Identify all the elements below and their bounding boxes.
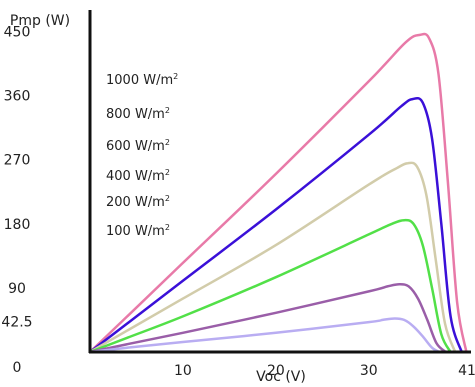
legend-label: 800 W/m (106, 107, 165, 122)
y-tick-label: 90 (8, 281, 26, 297)
y-tick-label: 270 (4, 153, 31, 169)
x-tick-label: 10 (174, 363, 192, 379)
legend-unit-superscript: 2 (165, 223, 170, 232)
x-tick-label: 41 (458, 363, 475, 379)
y-tick-label: 360 (4, 89, 31, 105)
series-line-5 (89, 317, 441, 354)
legend-entry: 100 W/m2 (106, 223, 170, 239)
legend-entry: 1000 W/m2 (106, 72, 178, 88)
series-line-1 (89, 96, 463, 353)
series-line-0 (89, 32, 468, 353)
legend-unit-superscript: 2 (165, 168, 170, 177)
x-tick-label: 30 (360, 363, 378, 379)
y-tick-label: 0 (13, 360, 22, 376)
x-axis-label: Voc (V) (256, 369, 306, 385)
curves-layer (89, 32, 468, 354)
x-tick-labels: 10 20 30 41 (174, 363, 475, 379)
series-line-2 (89, 161, 457, 354)
legend-entry: 600 W/m2 (106, 138, 170, 154)
legend-unit-superscript: 2 (165, 106, 170, 115)
legend-label: 200 W/m (106, 195, 165, 210)
legend-entry: 400 W/m2 (106, 168, 170, 184)
legend-unit-superscript: 2 (165, 138, 170, 147)
legend-label: 100 W/m (106, 224, 165, 239)
y-axis-label: Pmp (W) (10, 13, 70, 29)
legend-label: 1000 W/m (106, 73, 173, 88)
legend-label: 400 W/m (106, 169, 165, 184)
y-tick-labels: 0 42.5 90 180 270 360 450 (1, 24, 32, 376)
legend-unit-superscript: 2 (173, 72, 178, 81)
y-tick-label: 180 (4, 217, 31, 233)
legend-label: 600 W/m (106, 139, 165, 154)
legend-entry: 800 W/m2 (106, 106, 170, 122)
legend-entry: 200 W/m2 (106, 194, 170, 210)
series-line-3 (89, 218, 452, 354)
series-line-4 (89, 283, 447, 354)
y-tick-label: 42.5 (1, 315, 32, 331)
x-tick-label: 20 (267, 363, 285, 379)
y-tick-label: 450 (4, 24, 31, 40)
legend-unit-superscript: 2 (165, 194, 170, 203)
